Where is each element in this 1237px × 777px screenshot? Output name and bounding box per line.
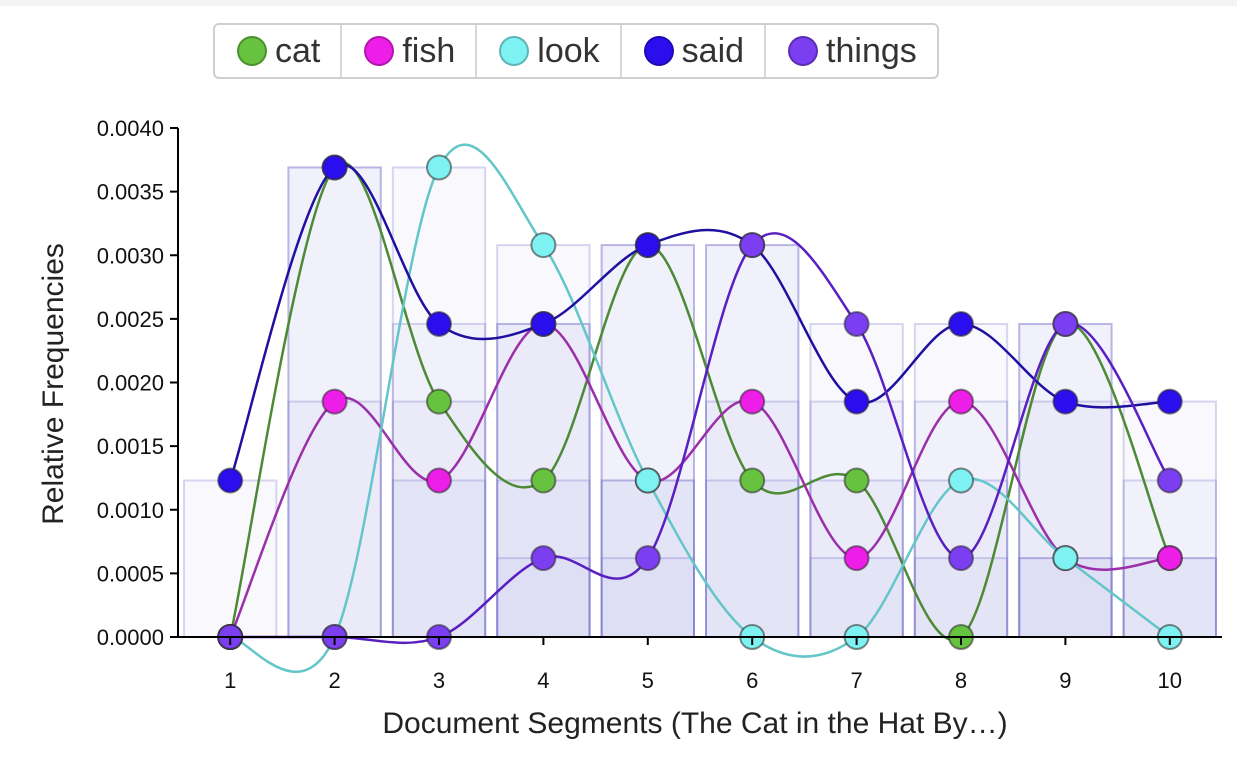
data-point-things (1156, 467, 1183, 494)
y-tick-label: 0.0015 (97, 434, 164, 459)
legend-swatch (364, 36, 395, 66)
x-tick-label: 1 (224, 668, 236, 693)
legend-swatch (499, 36, 530, 66)
legend-label: cat (275, 31, 321, 70)
legend-swatch (237, 36, 267, 66)
x-tick-label: 10 (1158, 668, 1182, 693)
legend-item-said[interactable]: said (622, 25, 767, 77)
data-point-said (530, 310, 557, 337)
data-point-said (1052, 388, 1079, 415)
x-tick-label: 6 (746, 668, 758, 693)
data-point-said (1156, 388, 1183, 415)
data-point-fish (843, 545, 870, 572)
data-point-things (634, 545, 661, 572)
y-tick-label: 0.0005 (97, 561, 164, 586)
data-point-fish (948, 388, 974, 415)
x-tick-label: 7 (850, 668, 862, 693)
data-point-cat (843, 467, 870, 494)
background-bar (809, 400, 904, 638)
data-point-look (948, 467, 974, 494)
data-point-said (321, 154, 348, 181)
data-point-said (634, 232, 661, 259)
background-bar (1018, 400, 1113, 638)
data-point-things (843, 310, 870, 337)
x-tick-label: 2 (328, 668, 340, 693)
legend: cat fish look said things (213, 23, 939, 79)
x-tick-label: 3 (433, 668, 445, 693)
background-bar (1018, 557, 1113, 638)
data-point-cat (530, 467, 557, 494)
x-tick-label: 9 (1059, 668, 1071, 693)
background-bar (1122, 400, 1217, 638)
data-point-cat (739, 467, 766, 494)
legend-label: said (681, 31, 745, 70)
y-tick-label: 0.0020 (97, 371, 164, 396)
background-bar (1122, 557, 1217, 638)
background-bar (183, 479, 278, 639)
top-bar (0, 0, 1237, 6)
legend-item-look[interactable]: look (477, 25, 622, 77)
background-bar (1018, 322, 1113, 638)
legend-label: things (826, 31, 917, 70)
legend-label: look (537, 31, 600, 70)
background-bar (1122, 557, 1217, 638)
data-point-said (217, 467, 244, 494)
x-axis-label: Document Segments (The Cat in the Hat By… (382, 707, 1007, 740)
y-tick-label: 0.0030 (97, 243, 164, 268)
y-tick-label: 0.0025 (97, 307, 164, 332)
data-point-look (1052, 545, 1079, 572)
x-tick-label: 4 (537, 668, 549, 693)
background-bar (287, 166, 382, 638)
data-point-things (1052, 310, 1079, 337)
legend-item-fish[interactable]: fish (342, 25, 478, 77)
data-point-fish (1156, 545, 1183, 572)
lines-layer (228, 143, 1171, 674)
data-point-things (739, 232, 766, 259)
legend-label: fish (402, 31, 456, 70)
y-tick-label: 0.0010 (97, 498, 164, 523)
data-point-said (426, 310, 452, 337)
legend-swatch (788, 36, 819, 66)
legend-item-things[interactable]: things (766, 25, 937, 77)
data-point-look (530, 232, 557, 259)
legend-item-cat[interactable]: cat (215, 25, 343, 77)
x-tick-label: 8 (955, 668, 967, 693)
background-bar (705, 479, 800, 639)
data-point-fish (426, 467, 452, 494)
y-tick-label: 0.0040 (97, 116, 164, 141)
data-point-said (948, 310, 974, 337)
y-axis-label: Relative Frequencies (37, 243, 70, 525)
data-point-look (634, 467, 661, 494)
data-point-said (843, 388, 870, 415)
data-point-fish (739, 388, 766, 415)
legend-swatch (643, 36, 674, 66)
data-point-fish (321, 388, 348, 415)
y-tick-label: 0.0000 (97, 625, 164, 650)
data-point-cat (426, 388, 452, 415)
y-tick-label: 0.0035 (97, 180, 164, 205)
data-point-things (948, 545, 974, 572)
background-bar (600, 557, 695, 638)
data-point-things (530, 545, 557, 572)
data-point-look (426, 154, 452, 181)
points-layer (217, 154, 1183, 650)
axes-layer: 0.0000 0.0005 0.0010 0.0015 0.0020 0.0025 0.00… (97, 116, 1222, 693)
background-bar (913, 557, 1009, 638)
x-tick-label: 5 (642, 668, 654, 693)
